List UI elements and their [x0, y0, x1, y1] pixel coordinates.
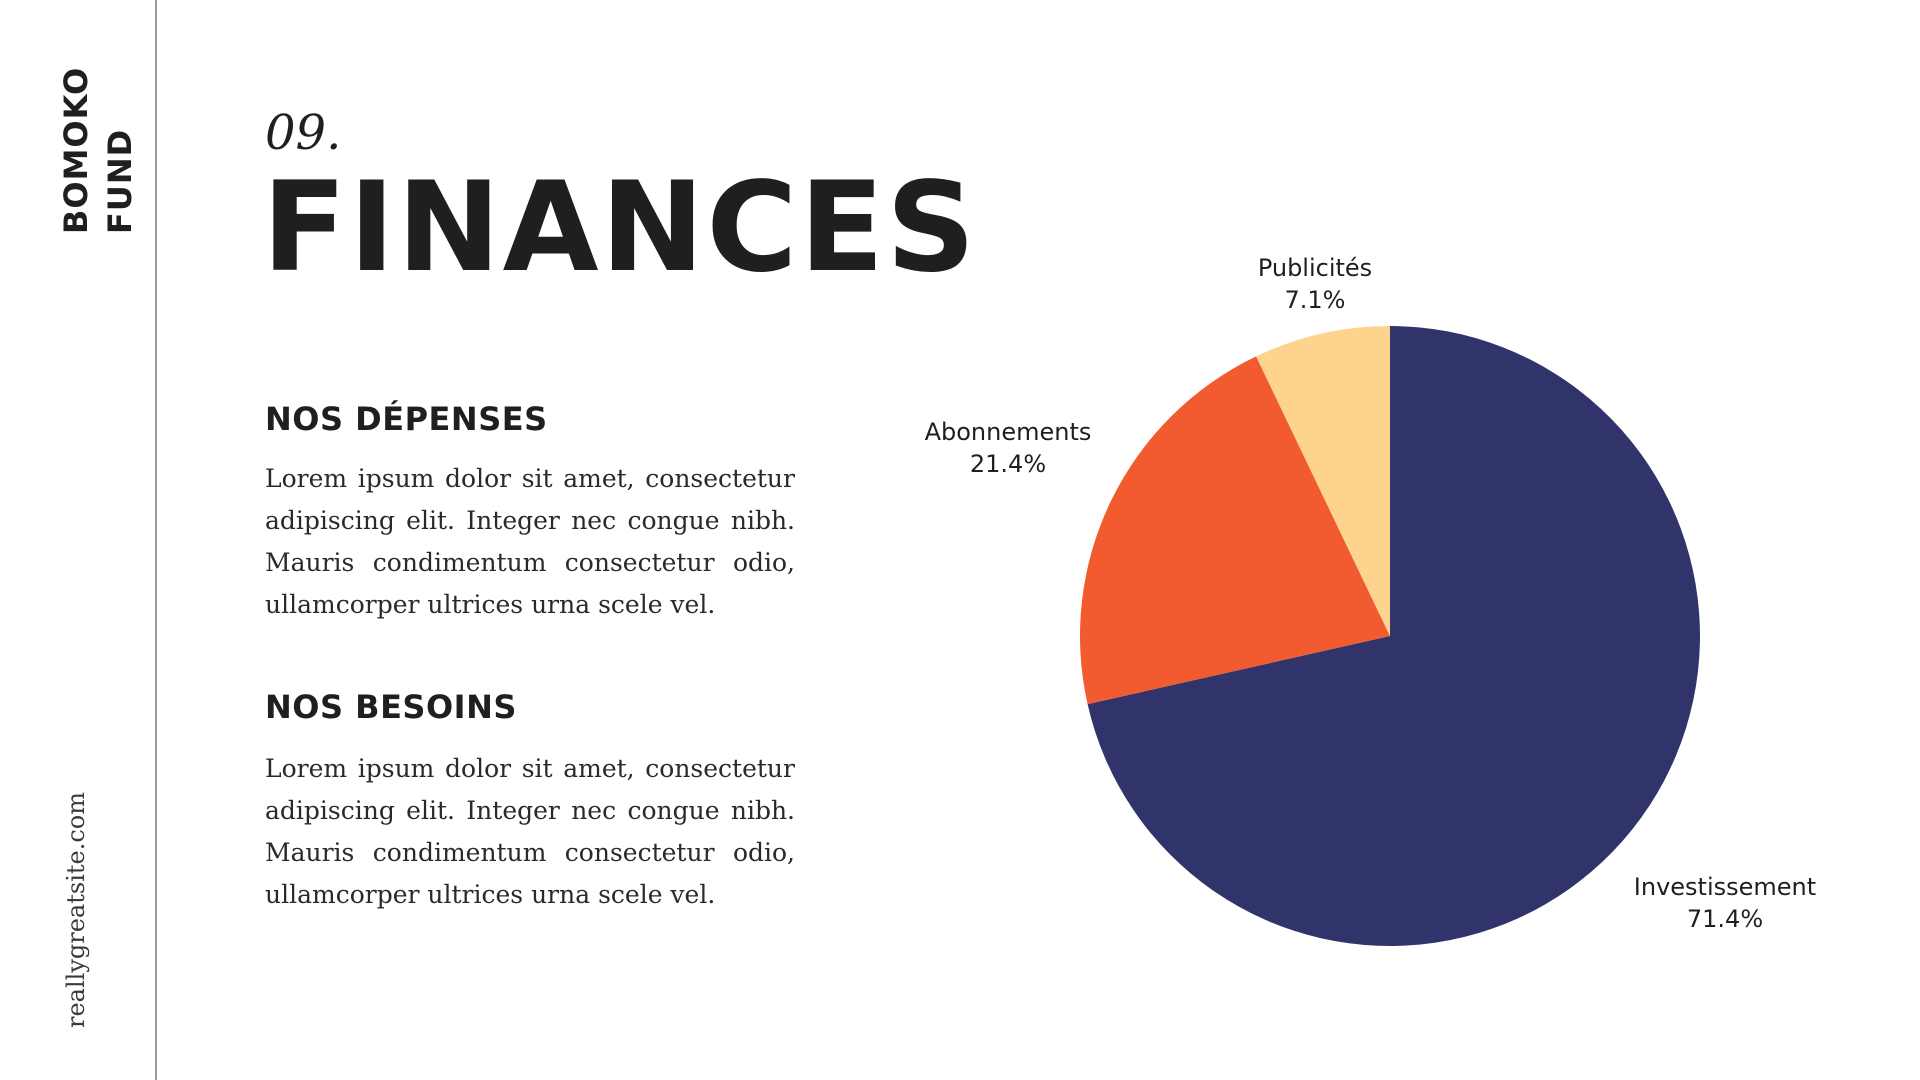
- needs-body: Lorem ipsum dolor sit amet, consectetur …: [265, 754, 795, 909]
- sidebar: BOMOKO FUND reallygreatsite.com: [0, 0, 157, 1080]
- section-number: 09.: [265, 105, 342, 161]
- pie-label-value: 7.1%: [1285, 286, 1346, 314]
- expenses-heading: NOS DÉPENSES: [265, 400, 548, 438]
- pie-label-value: 71.4%: [1687, 905, 1763, 933]
- pie-label-name: Publicités: [1258, 254, 1372, 282]
- expenses-body: Lorem ipsum dolor sit amet, consectetur …: [265, 464, 795, 619]
- pie-label-name: Abonnements: [925, 418, 1092, 446]
- needs-heading: NOS BESOINS: [265, 688, 517, 726]
- pie-slice-investissement: [1087, 326, 1701, 947]
- pie-slice-abonnements: [1080, 356, 1390, 705]
- pie-slice-publicites: [1256, 326, 1390, 636]
- pie-label-value: 21.4%: [970, 450, 1046, 478]
- pie-label-name: Investissement: [1634, 873, 1816, 901]
- page-title: FINANCES: [262, 156, 978, 300]
